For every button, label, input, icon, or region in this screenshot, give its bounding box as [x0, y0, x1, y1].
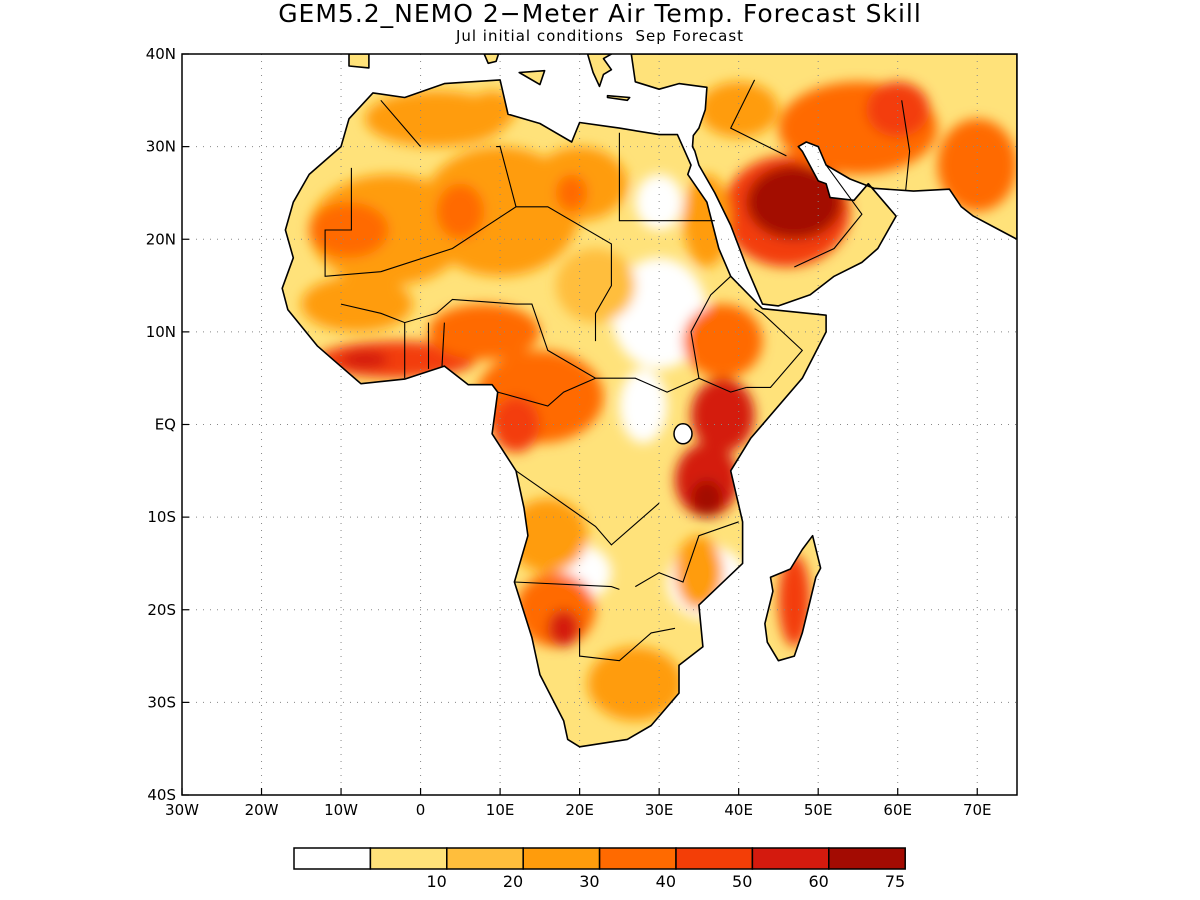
colorbar-label: 30	[579, 872, 599, 891]
country-border	[901, 100, 911, 191]
country-border	[516, 303, 747, 393]
country-border	[729, 79, 787, 157]
y-tick-label: 20S	[147, 601, 176, 619]
skill-region-tanzania-core	[690, 480, 723, 518]
skill-region-south-africa	[587, 646, 683, 721]
low-skill-zone	[619, 368, 668, 444]
country-border	[794, 164, 863, 268]
colorbar-label: 20	[503, 872, 523, 891]
skill-region-congo-west	[492, 396, 540, 453]
africa-coast	[281, 79, 827, 748]
country-border	[690, 275, 732, 379]
y-tick-label: 10S	[147, 508, 176, 526]
colorbar-swatch	[293, 847, 372, 870]
x-tick-label: 30W	[165, 801, 199, 819]
skill-region-chad-sudan	[555, 248, 636, 323]
skill-region-mideast	[698, 81, 779, 138]
x-tick-label: 0	[416, 801, 426, 819]
y-tick-label: 30N	[146, 138, 176, 156]
y-tick-label: 30S	[147, 693, 176, 711]
x-tick-label: 60E	[883, 801, 912, 819]
skill-region-mozambique	[675, 535, 723, 610]
colorbar-label: 10	[426, 872, 446, 891]
x-tick-label: 30E	[645, 801, 674, 819]
colorbar-label: 40	[656, 872, 676, 891]
colorbar-label: 60	[808, 872, 828, 891]
x-tick-label: 50E	[804, 801, 833, 819]
skill-region-guinea-core	[341, 350, 389, 369]
skill-region-nigeria	[428, 304, 540, 360]
country-border	[497, 377, 596, 407]
country-border	[324, 167, 612, 342]
skill-region-ethiopia	[683, 304, 763, 379]
lake-victoria	[673, 423, 693, 445]
x-tick-label: 40E	[724, 801, 753, 819]
y-axis-ticks: 40N 30N 20N 10N EQ 10S 20S 30S 40S	[146, 45, 189, 804]
skill-region-libya-core	[555, 174, 588, 212]
sicily-coast	[518, 69, 546, 86]
arabia-coast	[630, 54, 1017, 307]
land-skill	[282, 54, 1017, 747]
x-tick-label: 70E	[963, 801, 992, 819]
x-tick-label: 20W	[245, 801, 279, 819]
skill-region-iran-core	[865, 81, 930, 138]
skill-region-niger-core	[436, 183, 485, 240]
skill-region-sahel-west	[301, 276, 413, 332]
country-border	[515, 470, 660, 546]
sardinia-coast	[483, 54, 500, 65]
map-subtitle: Jul initial conditions Sep Forecast	[455, 27, 745, 45]
colorbar-swatch	[828, 847, 906, 870]
colorbar-label: 50	[732, 872, 752, 891]
colorbar-swatch	[446, 847, 524, 870]
skill-region-tunisia	[468, 91, 516, 129]
crete-coast	[606, 94, 631, 102]
y-tick-label: 10N	[146, 323, 176, 341]
skill-shading	[282, 54, 1017, 747]
x-tick-label: 10E	[486, 801, 515, 819]
skill-region-pakistan	[937, 118, 1017, 212]
colorbar-swatch	[369, 847, 448, 870]
coastlines	[281, 54, 1017, 748]
iberia-coast	[348, 54, 370, 69]
greece-coast	[586, 54, 613, 88]
y-tick-label: 40N	[146, 45, 176, 63]
madagascar-coast	[764, 534, 822, 662]
country-border	[579, 627, 676, 662]
y-tick-label: 40S	[147, 786, 176, 804]
country-border	[441, 322, 445, 367]
colorbar: 10 20 30 40 50 60 75	[293, 847, 906, 891]
skill-region-arabia-core	[746, 165, 843, 240]
colorbar-swatch	[675, 847, 754, 870]
country-border	[380, 99, 422, 147]
skill-region-namibia-core	[547, 609, 580, 647]
x-tick-label: 10W	[324, 801, 358, 819]
map-title: GEM5.2_NEMO 2−Meter Air Temp. Forecast S…	[278, 0, 922, 28]
country-border	[514, 581, 620, 590]
y-tick-label: EQ	[155, 416, 176, 434]
country-border	[635, 521, 739, 588]
country-border	[618, 132, 715, 222]
skill-region-madagascar	[778, 554, 811, 647]
y-tick-label: 20N	[146, 230, 176, 248]
skill-region-kenya	[690, 378, 755, 453]
low-skill-zone	[635, 174, 684, 230]
colorbar-swatch	[522, 847, 601, 870]
colorbar-swatch	[598, 847, 677, 870]
country-border	[496, 146, 517, 207]
colorbar-swatch	[751, 847, 830, 870]
colorbar-label: 75	[885, 872, 905, 891]
x-axis-ticks: 30W 20W 10W 0 10E 20E 30E 40E 50E 60E 70E	[165, 788, 992, 819]
x-tick-label: 20E	[565, 801, 594, 819]
country-border	[746, 308, 804, 388]
country-border	[340, 298, 517, 324]
